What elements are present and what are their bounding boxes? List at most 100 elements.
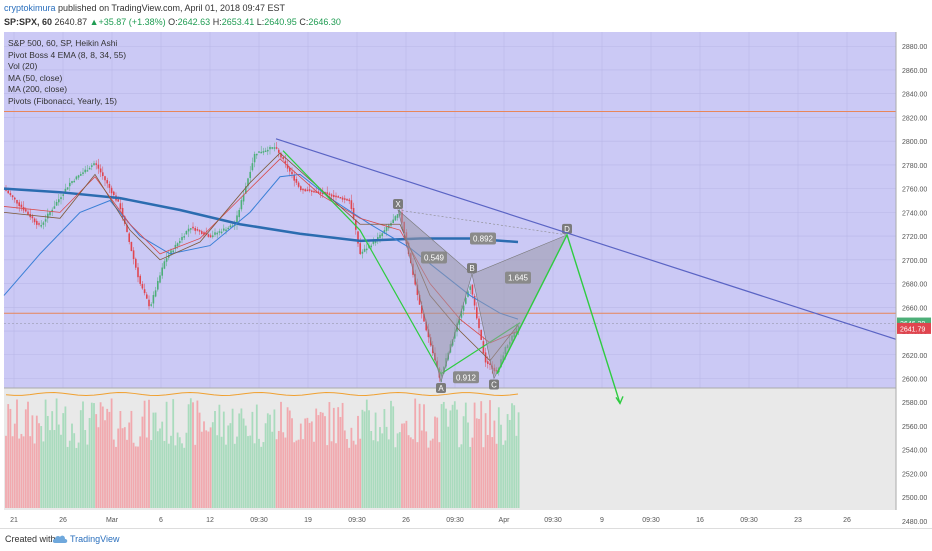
volume-bar <box>464 402 467 508</box>
legend-entry[interactable]: S&P 500, 60, SP, Heikin Ashi <box>8 38 118 48</box>
volume-bar <box>242 418 245 508</box>
legend-entry[interactable]: Pivots (Fibonacci, Yearly, 15) <box>8 95 117 106</box>
candle-body <box>16 200 18 204</box>
volume-bar <box>27 401 29 508</box>
pattern-point-marker <box>467 263 477 274</box>
candle-body <box>64 188 67 193</box>
y-tick-label: 2620.00 <box>902 353 927 360</box>
candle-body <box>214 232 216 235</box>
volume-bar <box>284 437 287 508</box>
volume-bar <box>192 402 194 508</box>
volume-bar <box>484 413 487 508</box>
candle-body <box>245 186 247 194</box>
volume-bar <box>238 413 241 508</box>
candle-body <box>284 160 287 164</box>
volume-bar <box>75 447 78 508</box>
candle-body <box>216 232 218 235</box>
volume-bar <box>451 404 454 508</box>
volume-bar <box>299 423 302 508</box>
candle-body <box>205 233 207 235</box>
candle-body <box>93 163 95 166</box>
legend-entry[interactable]: MA (50, close) <box>8 72 63 83</box>
candle-body <box>108 183 111 188</box>
candle-body <box>275 147 278 149</box>
volume-bar <box>167 443 170 508</box>
candle-body <box>293 175 295 181</box>
volume-bar <box>480 401 483 508</box>
volume-bar <box>511 403 513 508</box>
candle-body <box>179 241 181 244</box>
legend-entry[interactable]: MA (200, close) <box>8 84 68 94</box>
legend-entry[interactable]: Pivot Boss 4 EMA (8, 8, 34, 55) <box>8 49 127 60</box>
volume-bar <box>211 422 214 508</box>
volume-bar <box>288 410 291 508</box>
volume-bar <box>216 435 219 508</box>
x-tick-label: 09:30 <box>740 517 758 524</box>
candle-body <box>220 231 223 234</box>
volume-bar <box>220 436 223 508</box>
volume-bar <box>108 411 111 508</box>
volume-bar <box>143 400 146 508</box>
volume-bar <box>365 399 368 508</box>
volume-bar <box>229 423 232 508</box>
candle-body <box>203 232 205 235</box>
volume-bar <box>418 403 421 508</box>
time-axis[interactable]: 21 26 Mar 6 12 09:30 19 09:30 26 09:30 Apr 09:30 9 09… <box>10 517 851 524</box>
candle-body <box>423 313 425 322</box>
volume-bar <box>385 426 388 508</box>
legend-entry[interactable]: Vol (20) <box>8 61 38 71</box>
price-tag <box>897 322 931 334</box>
volume-bar <box>517 412 520 508</box>
pattern-point-marker <box>436 383 446 394</box>
candle-body <box>308 189 311 191</box>
volume-bar <box>128 422 131 508</box>
candle-body <box>379 234 381 239</box>
y-tick-label: 2760.00 <box>902 187 927 194</box>
volume-bar <box>295 440 298 508</box>
candle-body <box>42 222 45 225</box>
candle-body <box>212 235 214 237</box>
candle-body <box>47 213 49 219</box>
candle-body <box>31 216 34 219</box>
volume-bar <box>112 439 115 508</box>
pattern-point-label: C <box>491 380 497 389</box>
volume-bar <box>194 444 197 508</box>
volume-bar <box>123 427 126 508</box>
candle-body <box>339 196 342 199</box>
volume-bar <box>53 430 56 508</box>
volume-bar <box>207 431 210 508</box>
volume-bar <box>269 414 271 508</box>
x-tick-label: 19 <box>304 517 312 524</box>
candle-body <box>9 193 12 196</box>
candle-body <box>425 321 427 331</box>
price-chart[interactable]: X A B C D 0.549 1.645 0.912 0.892 2880.00 2860.00… <box>0 32 932 528</box>
candle-body <box>462 305 465 311</box>
x-tick-label: 6 <box>159 517 163 524</box>
volume-bar <box>165 401 168 508</box>
close-value: 2646.30 <box>308 17 341 27</box>
candle-body <box>273 147 276 149</box>
candle-body <box>55 202 58 206</box>
pattern-point-label: B <box>469 264 474 273</box>
volume-bar <box>508 419 511 508</box>
volume-bar <box>79 410 82 508</box>
volume-bar <box>97 427 100 508</box>
author-link[interactable]: cryptokimura <box>4 3 56 13</box>
volume-bar <box>181 443 183 508</box>
volume-bar <box>178 437 181 508</box>
volume-bar <box>379 427 381 508</box>
tradingview-brand[interactable]: TradingView <box>70 534 120 544</box>
volume-bar <box>489 400 491 508</box>
candle-body <box>359 243 361 254</box>
candle-body <box>172 250 174 253</box>
volume-bar <box>308 422 311 508</box>
volume-bar <box>198 412 201 508</box>
volume-bar <box>326 445 329 508</box>
ratio-label: 1.645 <box>508 274 529 283</box>
volume-bar <box>447 426 450 508</box>
price-axis[interactable]: 2880.00 2860.00 2840.00 2820.00 2800.00 2780.… <box>895 32 931 526</box>
candle-body <box>157 280 159 290</box>
volume-bar <box>434 416 436 508</box>
candle-body <box>225 229 227 232</box>
volume-bar <box>233 443 236 508</box>
